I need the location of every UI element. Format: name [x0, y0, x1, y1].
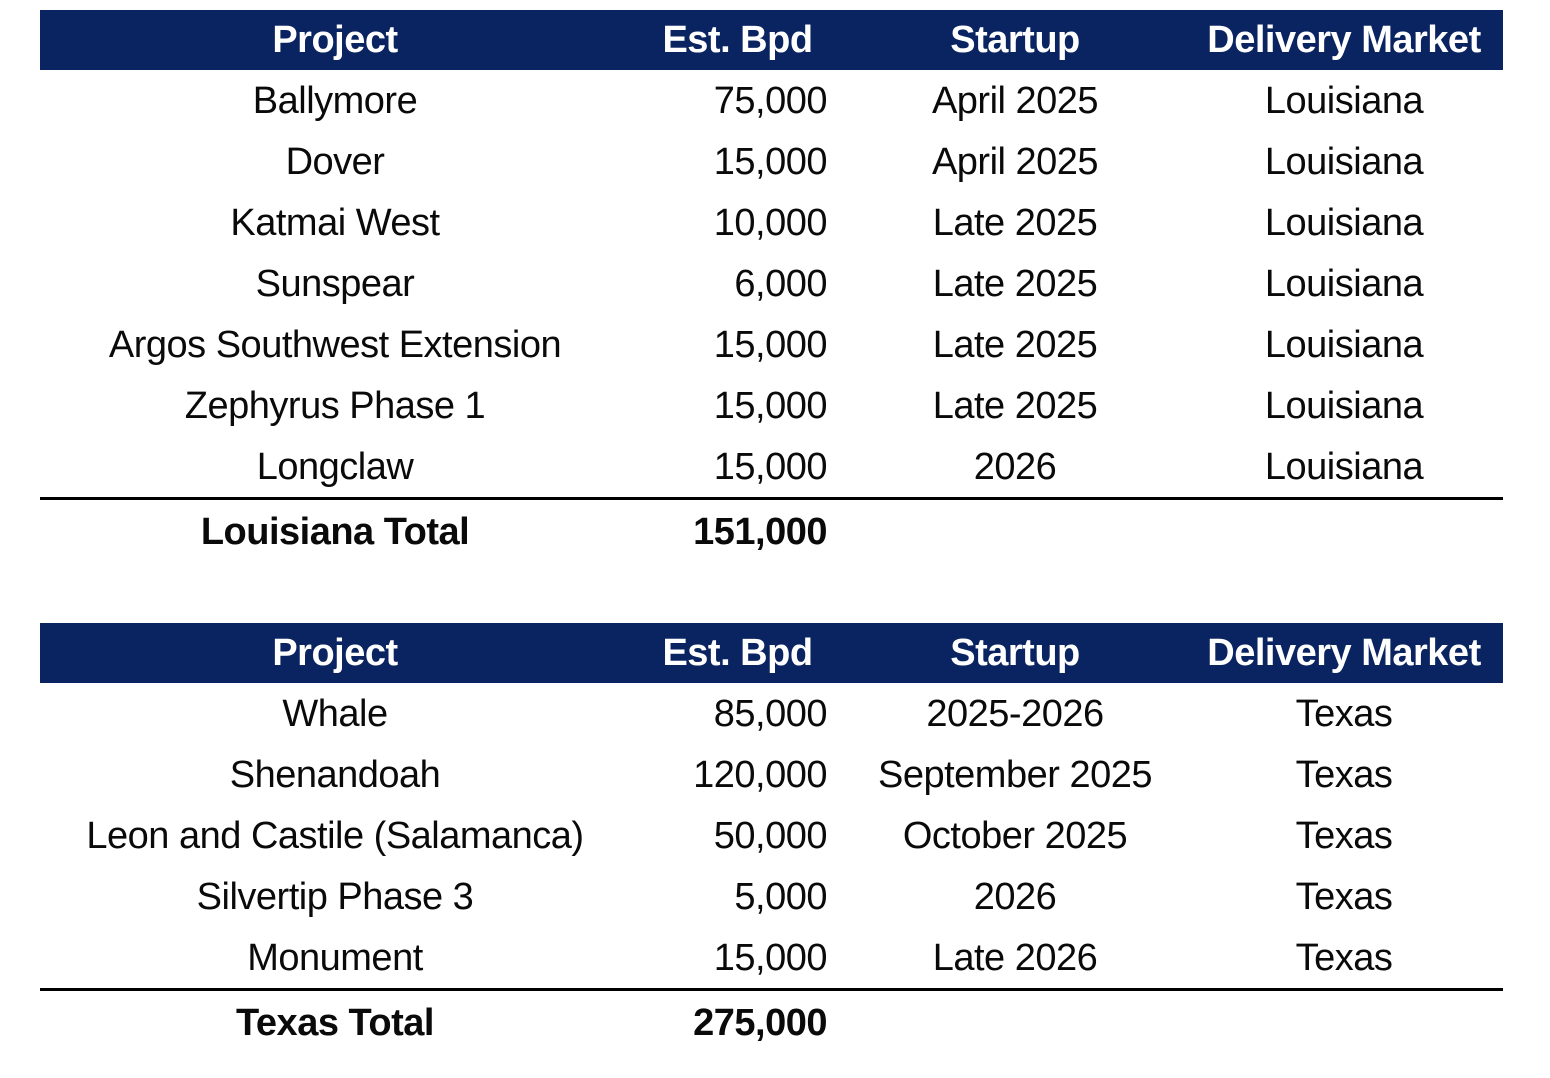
- table-row: Katmai West 10,000 Late 2025 Louisiana: [40, 192, 1503, 253]
- cell-bpd: 15,000: [713, 384, 828, 427]
- table-row: Longclaw 15,000 2026 Louisiana: [40, 436, 1503, 497]
- col-header-bpd: Est. Bpd: [662, 19, 813, 61]
- total-label: Louisiana Total: [200, 511, 470, 553]
- table-row: Argos Southwest Extension 15,000 Late 20…: [40, 314, 1503, 375]
- col-header-project: Project: [272, 19, 398, 61]
- cell-market: Louisiana: [1264, 262, 1424, 305]
- table-row: Silvertip Phase 3 5,000 2026 Texas: [40, 866, 1503, 927]
- louisiana-total-row: Louisiana Total 151,000: [40, 497, 1503, 564]
- cell-market: Louisiana: [1264, 140, 1424, 183]
- table-row: Zephyrus Phase 1 15,000 Late 2025 Louisi…: [40, 375, 1503, 436]
- table-header-row: Project Est. Bpd Startup Delivery Market: [40, 10, 1503, 70]
- cell-bpd: 15,000: [713, 445, 828, 488]
- table-header-row: Project Est. Bpd Startup Delivery Market: [40, 623, 1503, 683]
- table-row: Monument 15,000 Late 2026 Texas: [40, 927, 1503, 988]
- cell-project: Argos Southwest Extension: [108, 323, 562, 366]
- cell-startup: Late 2025: [932, 201, 1098, 244]
- table-row: Leon and Castile (Salamanca) 50,000 Octo…: [40, 805, 1503, 866]
- table-row: Dover 15,000 April 2025 Louisiana: [40, 131, 1503, 192]
- total-value: 151,000: [693, 511, 827, 553]
- cell-project: Monument: [247, 936, 423, 979]
- cell-startup: 2026: [973, 445, 1057, 488]
- cell-market: Texas: [1295, 692, 1393, 735]
- cell-market: Louisiana: [1264, 79, 1424, 122]
- cell-bpd: 85,000: [713, 692, 828, 735]
- cell-bpd: 6,000: [734, 262, 827, 305]
- col-header-bpd: Est. Bpd: [662, 632, 813, 674]
- cell-startup: Late 2025: [932, 384, 1098, 427]
- cell-project: Katmai West: [230, 201, 440, 244]
- cell-market: Louisiana: [1264, 445, 1424, 488]
- cell-project: Longclaw: [256, 445, 414, 488]
- cell-project: Sunspear: [255, 262, 415, 305]
- cell-market: Texas: [1295, 936, 1393, 979]
- cell-bpd: 10,000: [713, 201, 828, 244]
- cell-project: Ballymore: [252, 79, 418, 122]
- table-row: Shenandoah 120,000 September 2025 Texas: [40, 744, 1503, 805]
- cell-bpd: 50,000: [713, 814, 828, 857]
- cell-startup: April 2025: [931, 140, 1099, 183]
- col-header-project: Project: [272, 632, 398, 674]
- cell-startup: 2026: [973, 875, 1057, 918]
- cell-market: Louisiana: [1264, 201, 1424, 244]
- cell-bpd: 15,000: [713, 323, 828, 366]
- cell-startup: October 2025: [902, 814, 1128, 857]
- cell-bpd: 75,000: [713, 79, 828, 122]
- cell-market: Texas: [1295, 875, 1393, 918]
- cell-market: Texas: [1295, 753, 1393, 796]
- cell-project: Shenandoah: [229, 753, 441, 796]
- cell-bpd: 15,000: [713, 140, 828, 183]
- texas-total-row: Texas Total 275,000: [40, 988, 1503, 1055]
- table-row: Sunspear 6,000 Late 2025 Louisiana: [40, 253, 1503, 314]
- col-header-startup: Startup: [950, 632, 1080, 674]
- table-row: Whale 85,000 2025-2026 Texas: [40, 683, 1503, 744]
- cell-startup: Late 2025: [932, 262, 1098, 305]
- total-label: Texas Total: [236, 1002, 434, 1044]
- cell-bpd: 120,000: [693, 753, 827, 796]
- cell-bpd: 5,000: [734, 875, 827, 918]
- cell-project: Zephyrus Phase 1: [184, 384, 486, 427]
- col-header-market: Delivery Market: [1207, 19, 1481, 61]
- cell-startup: September 2025: [878, 753, 1152, 796]
- cell-startup: Late 2025: [932, 323, 1098, 366]
- col-header-market: Delivery Market: [1207, 632, 1481, 674]
- cell-market: Louisiana: [1264, 384, 1424, 427]
- cell-project: Dover: [285, 140, 385, 183]
- cell-startup: April 2025: [931, 79, 1099, 122]
- cell-bpd: 15,000: [713, 936, 828, 979]
- texas-table: Project Est. Bpd Startup Delivery Market…: [40, 623, 1503, 1055]
- col-header-startup: Startup: [950, 19, 1080, 61]
- cell-startup: 2025-2026: [926, 692, 1104, 735]
- cell-market: Texas: [1295, 814, 1393, 857]
- cell-project: Leon and Castile (Salamanca): [86, 814, 584, 857]
- table-row: Ballymore 75,000 April 2025 Louisiana: [40, 70, 1503, 131]
- cell-startup: Late 2026: [932, 936, 1098, 979]
- louisiana-table: Project Est. Bpd Startup Delivery Market…: [40, 10, 1503, 564]
- cell-project: Whale: [282, 692, 388, 735]
- total-value: 275,000: [693, 1002, 827, 1044]
- cell-project: Silvertip Phase 3: [196, 875, 474, 918]
- cell-market: Louisiana: [1264, 323, 1424, 366]
